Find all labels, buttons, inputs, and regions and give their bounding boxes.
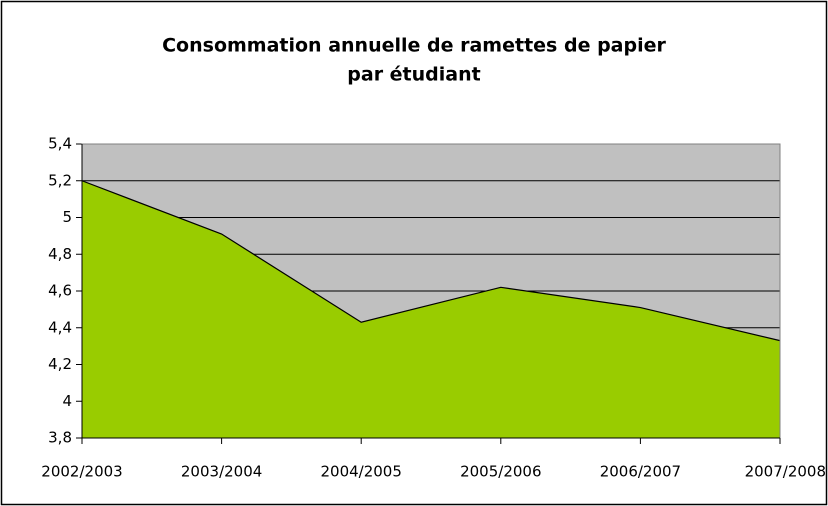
y-tick-label: 4,6 <box>48 282 72 300</box>
x-tick-label: 2007/2008 <box>745 463 826 481</box>
area <box>82 180 780 438</box>
chart-title: par étudiant <box>347 64 480 86</box>
y-tick-label: 5,4 <box>48 135 72 153</box>
x-tick-label: 2005/2006 <box>460 463 541 481</box>
x-tick-label: 2004/2005 <box>320 463 401 481</box>
x-tick-label: 2006/2007 <box>600 463 681 481</box>
y-tick-label: 4 <box>62 392 72 410</box>
y-tick-label: 3,8 <box>48 429 72 447</box>
x-tick-label: 2003/2004 <box>181 463 262 481</box>
y-tick-label: 5,2 <box>48 171 72 189</box>
y-tick-label: 4,8 <box>48 245 72 263</box>
y-tick-label: 4,2 <box>48 355 72 373</box>
chart-title: Consommation annuelle de ramettes de pap… <box>162 35 666 57</box>
y-tick-label: 5 <box>62 208 72 226</box>
x-tick-label: 2002/2003 <box>41 463 122 481</box>
area-line <box>81 180 781 342</box>
y-tick-label: 4,4 <box>48 318 72 336</box>
